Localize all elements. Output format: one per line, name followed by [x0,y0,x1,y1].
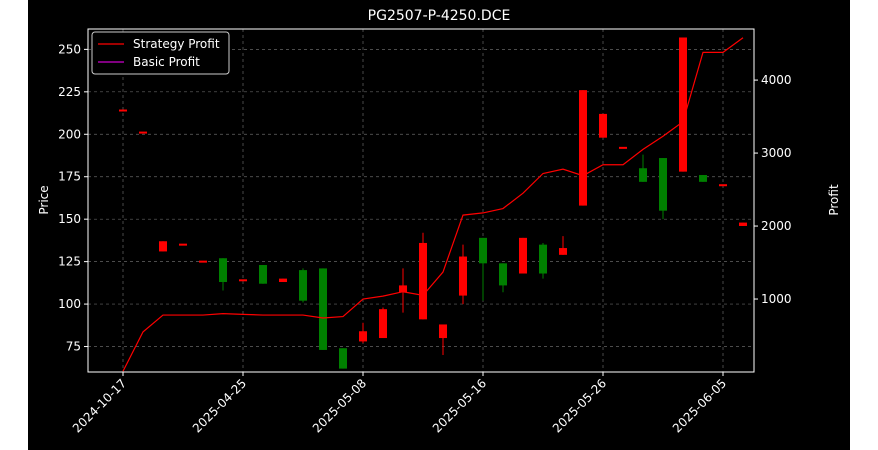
candle-body [519,237,527,274]
y-tick-label: 100 [58,297,81,311]
candle-body [619,146,627,149]
candle-body [399,285,407,293]
y-tick-label: 175 [58,170,81,184]
legend: Strategy Profit Basic Profit [91,31,230,75]
candle-body [359,331,367,342]
legend-label-strategy: Strategy Profit [133,37,220,51]
candle-body [119,109,127,112]
candle-body [459,256,467,296]
candle-body [259,265,267,284]
candle-body [299,270,307,301]
y2-tick-label: 1000 [761,292,792,306]
candle-body [339,348,347,369]
x-axis: 2024-10-17 2025-04-25 2025-05-08 2025-05-16… [70,372,729,435]
x-tick-label: 2025-05-08 [310,376,369,435]
strategy-profit-line [122,37,744,372]
x-tick-label: 2025-05-16 [430,376,489,435]
chart-title: PG2507-P-4250.DCE [368,8,511,24]
candle-body [159,241,167,252]
legend-label-basic: Basic Profit [133,55,200,69]
y-tick-label: 75 [66,340,81,354]
legend-box [91,31,230,75]
candle-body [279,278,287,283]
candle-body [219,258,227,283]
y-tick-label: 125 [58,255,81,269]
candles [119,37,747,369]
y-axis-right: 1000 2000 3000 4000 [754,73,792,306]
candle-body [199,260,207,263]
candle-body [419,242,427,320]
y-axis-label: Price [37,185,51,214]
candle-body [379,309,387,339]
candle-body [599,113,607,138]
candle-body [639,168,647,182]
x-tick-label: 2025-06-05 [670,376,729,435]
candle-body [499,263,507,286]
y-tick-label: 225 [58,85,81,99]
y-tick-label: 150 [58,212,81,226]
grid-lines [88,29,754,372]
candle-body [479,237,487,264]
profit-lines [122,37,744,372]
y-tick-label: 200 [58,127,81,141]
y2-tick-label: 4000 [761,73,792,87]
candle-body [139,131,147,134]
x-tick-label: 2024-10-17 [70,376,129,435]
x-tick-label: 2025-05-26 [550,376,609,435]
chart-background [28,0,850,450]
candle-body [179,243,187,246]
y2-axis-label: Profit [827,184,841,216]
x-tick-label: 2025-04-25 [190,376,249,435]
candle-body [739,222,747,226]
plot-frame [87,28,755,373]
candle-body [679,37,687,172]
candle-body [439,324,447,339]
candle-body [539,244,547,274]
candle-body [319,268,327,350]
candle-body [239,279,247,282]
candle-body [719,184,727,187]
y-tick-label: 250 [58,42,81,56]
y2-tick-label: 2000 [761,219,792,233]
candle-body [659,158,667,211]
candle-body [559,248,567,255]
candle-body [699,175,707,182]
y2-tick-label: 3000 [761,146,792,160]
candle-body [579,90,587,206]
y-axis-left: 75 100 125 150 175 200 225 250 [58,42,88,354]
